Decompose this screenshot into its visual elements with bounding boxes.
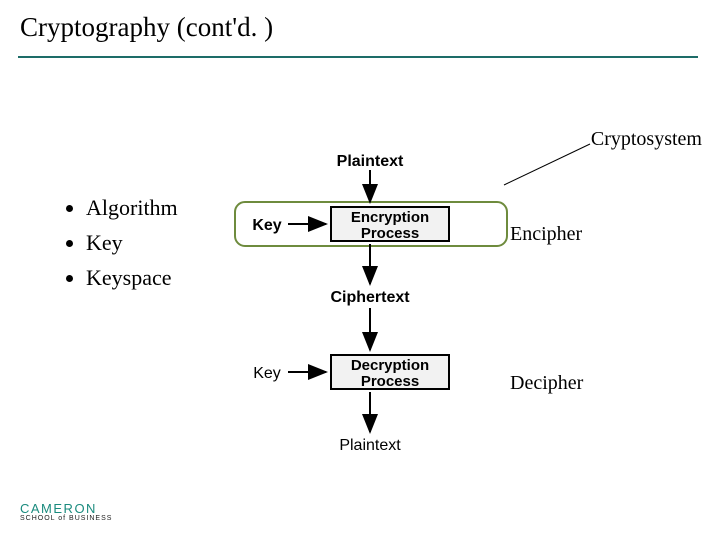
bullet-item: Keyspace [86, 260, 178, 295]
crypto-flowchart: PlaintextKeyEncryptionProcessCiphertextK… [220, 140, 700, 500]
title-underline [18, 56, 698, 58]
bullet-item: Algorithm [86, 190, 178, 225]
decipher-label: Decipher [510, 372, 583, 395]
slide-title: Cryptography (cont'd. ) [20, 12, 273, 43]
svg-text:Ciphertext: Ciphertext [330, 289, 410, 306]
logo-main: CAMERON [20, 501, 112, 516]
svg-text:Plaintext: Plaintext [337, 153, 404, 170]
logo-sub: SCHOOL of BUSINESS [20, 515, 112, 522]
encipher-label: Encipher [510, 223, 582, 246]
svg-text:Process: Process [361, 373, 419, 390]
svg-text:Plaintext: Plaintext [339, 437, 401, 454]
svg-text:Encryption: Encryption [351, 209, 429, 226]
bullet-list: Algorithm Key Keyspace [28, 190, 178, 296]
svg-text:Key: Key [252, 217, 281, 234]
svg-text:Process: Process [361, 225, 419, 242]
bullet-item: Key [86, 225, 178, 260]
svg-text:Key: Key [253, 365, 281, 382]
svg-text:Decryption: Decryption [351, 357, 429, 374]
cameron-logo: CAMERON SCHOOL of BUSINESS [20, 501, 112, 522]
